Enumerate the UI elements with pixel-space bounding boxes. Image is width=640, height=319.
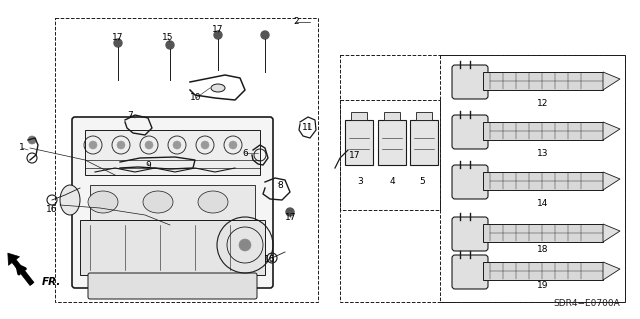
- Circle shape: [214, 31, 222, 39]
- Ellipse shape: [60, 185, 80, 215]
- Polygon shape: [603, 172, 620, 190]
- Text: 1: 1: [19, 144, 25, 152]
- Polygon shape: [603, 72, 620, 90]
- FancyBboxPatch shape: [452, 255, 488, 289]
- Bar: [340, 100, 440, 210]
- Bar: [351, 112, 367, 120]
- FancyBboxPatch shape: [452, 217, 488, 251]
- FancyBboxPatch shape: [72, 117, 273, 288]
- Bar: [345, 120, 373, 165]
- Bar: [410, 120, 438, 165]
- Ellipse shape: [88, 191, 118, 213]
- Circle shape: [89, 141, 97, 149]
- Text: 12: 12: [538, 99, 548, 108]
- Polygon shape: [603, 262, 620, 280]
- FancyArrow shape: [8, 253, 34, 286]
- Text: 15: 15: [163, 33, 173, 42]
- Text: 17: 17: [285, 213, 297, 222]
- Text: 11: 11: [302, 123, 314, 132]
- Circle shape: [286, 208, 294, 216]
- Text: 16: 16: [46, 205, 58, 214]
- Text: 13: 13: [537, 149, 548, 158]
- Circle shape: [239, 239, 251, 251]
- Text: 7: 7: [127, 110, 133, 120]
- Bar: [384, 112, 400, 120]
- Text: 6: 6: [242, 149, 248, 158]
- Text: 9: 9: [145, 160, 151, 169]
- Bar: [483, 172, 603, 190]
- Text: SDR4−E0700A: SDR4−E0700A: [553, 299, 620, 308]
- Circle shape: [261, 31, 269, 39]
- Circle shape: [229, 141, 237, 149]
- Circle shape: [114, 39, 122, 47]
- Text: 4: 4: [389, 177, 395, 187]
- Bar: [483, 72, 603, 90]
- Text: 3: 3: [357, 177, 363, 187]
- Text: FR.: FR.: [42, 277, 61, 287]
- Circle shape: [145, 141, 153, 149]
- Bar: [483, 122, 603, 140]
- Bar: [340, 55, 625, 302]
- FancyBboxPatch shape: [452, 65, 488, 99]
- Polygon shape: [603, 224, 620, 242]
- Text: 17: 17: [212, 26, 224, 34]
- Text: 17: 17: [349, 151, 361, 160]
- Circle shape: [173, 141, 181, 149]
- Text: 18: 18: [537, 246, 548, 255]
- Bar: [378, 120, 406, 165]
- Circle shape: [117, 141, 125, 149]
- Ellipse shape: [198, 191, 228, 213]
- Bar: [440, 55, 625, 302]
- Text: 17: 17: [112, 33, 124, 42]
- FancyBboxPatch shape: [88, 273, 257, 299]
- FancyBboxPatch shape: [452, 115, 488, 149]
- Bar: [85, 130, 260, 175]
- Bar: [90, 185, 255, 220]
- Text: 16: 16: [264, 256, 276, 264]
- Text: 2: 2: [293, 18, 299, 26]
- Text: 19: 19: [537, 280, 548, 290]
- Text: 14: 14: [538, 198, 548, 207]
- Circle shape: [166, 41, 174, 49]
- Bar: [483, 224, 603, 242]
- Text: 10: 10: [190, 93, 202, 102]
- Bar: [80, 220, 265, 275]
- Text: 5: 5: [419, 177, 425, 187]
- Ellipse shape: [143, 191, 173, 213]
- Bar: [55, 18, 318, 302]
- Circle shape: [28, 136, 36, 144]
- Text: 8: 8: [277, 181, 283, 189]
- Bar: [483, 262, 603, 280]
- FancyBboxPatch shape: [452, 165, 488, 199]
- Circle shape: [350, 144, 358, 152]
- Bar: [416, 112, 432, 120]
- Polygon shape: [603, 122, 620, 140]
- Circle shape: [201, 141, 209, 149]
- Ellipse shape: [211, 84, 225, 92]
